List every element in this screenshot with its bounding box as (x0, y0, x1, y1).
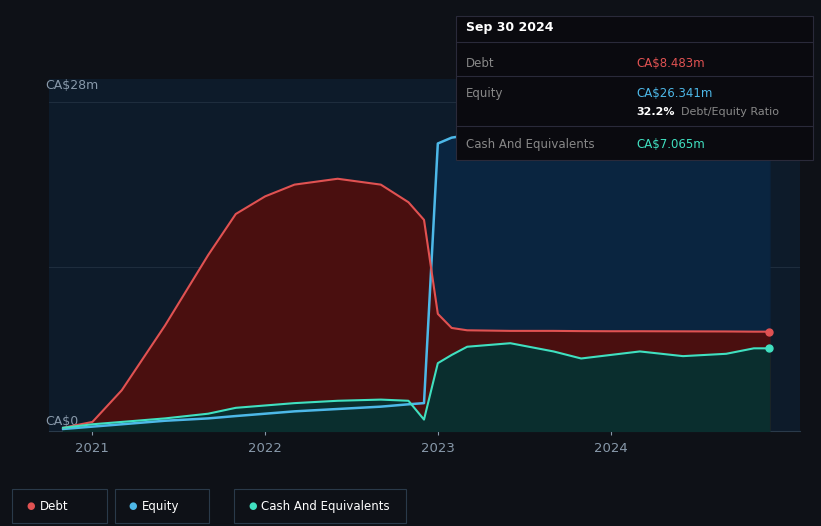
Text: CA$8.483m: CA$8.483m (636, 57, 705, 69)
Text: Equity: Equity (142, 500, 180, 513)
Text: Debt: Debt (39, 500, 68, 513)
Text: CA$28m: CA$28m (45, 79, 99, 92)
Text: ●: ● (248, 501, 256, 511)
Text: 32.2%: 32.2% (636, 107, 675, 117)
Text: Debt/Equity Ratio: Debt/Equity Ratio (681, 107, 779, 117)
Text: Sep 30 2024: Sep 30 2024 (466, 21, 553, 34)
Text: Equity: Equity (466, 87, 503, 100)
Text: CA$26.341m: CA$26.341m (636, 87, 713, 100)
Text: CA$7.065m: CA$7.065m (636, 138, 705, 151)
Text: Debt: Debt (466, 57, 494, 69)
Text: Cash And Equivalents: Cash And Equivalents (466, 138, 594, 151)
Text: ●: ● (129, 501, 137, 511)
Text: CA$0: CA$0 (45, 415, 79, 428)
Text: ●: ● (26, 501, 34, 511)
Text: Cash And Equivalents: Cash And Equivalents (261, 500, 390, 513)
